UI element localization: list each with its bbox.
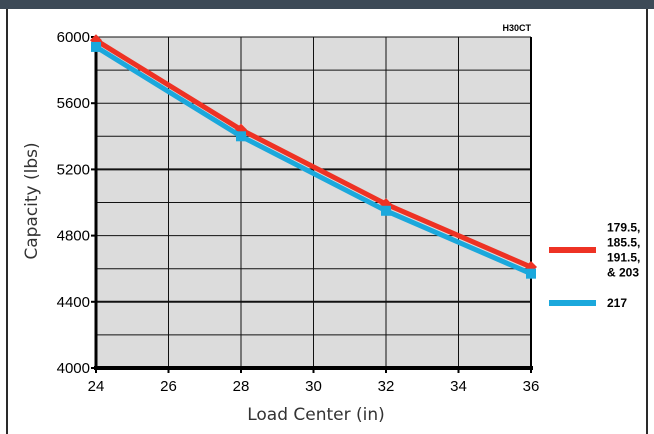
data-point-marker xyxy=(91,41,101,52)
series-lines xyxy=(90,34,537,279)
y-tick-label: 4400 xyxy=(57,294,90,311)
right-border xyxy=(646,9,648,434)
legend-label: 185.5, xyxy=(607,236,640,250)
series-line-0 xyxy=(94,38,532,270)
y-tick-label: 6000 xyxy=(57,29,90,46)
x-tick-label: 30 xyxy=(305,378,322,395)
legend: 179.5,185.5,191.5,& 203 217 xyxy=(549,221,640,310)
legend-label: 217 xyxy=(607,296,627,310)
y-tick-label: 4800 xyxy=(57,228,90,245)
data-point-marker xyxy=(381,205,391,216)
legend-label: 179.5, xyxy=(607,221,640,235)
x-axis-title: Load Center (in) xyxy=(247,405,385,425)
x-tick-label: 34 xyxy=(450,378,467,395)
data-point-marker xyxy=(526,268,536,279)
x-tick-label: 26 xyxy=(160,378,177,395)
x-tick-label: 28 xyxy=(233,378,250,395)
x-tick-label: 24 xyxy=(88,378,105,395)
left-border xyxy=(6,9,8,434)
data-point-marker xyxy=(236,131,246,142)
top-bar xyxy=(0,0,654,9)
tick-labels: 24 26 28 30 32 34 36 4000 4400 4800 5200 5600 6000 xyxy=(57,29,540,395)
legend-label: 191.5, xyxy=(607,251,640,265)
y-tick-label: 4000 xyxy=(57,360,90,377)
y-tick-label: 5200 xyxy=(57,161,90,178)
legend-label: & 203 xyxy=(607,266,639,280)
y-axis-title: Capacity (lbs) xyxy=(22,142,42,259)
x-tick-label: 32 xyxy=(378,378,395,395)
x-tick-label: 36 xyxy=(523,378,540,395)
chart-title: H30CT xyxy=(502,23,531,33)
y-tick-label: 5600 xyxy=(57,95,90,112)
series-line-1 xyxy=(94,44,532,276)
